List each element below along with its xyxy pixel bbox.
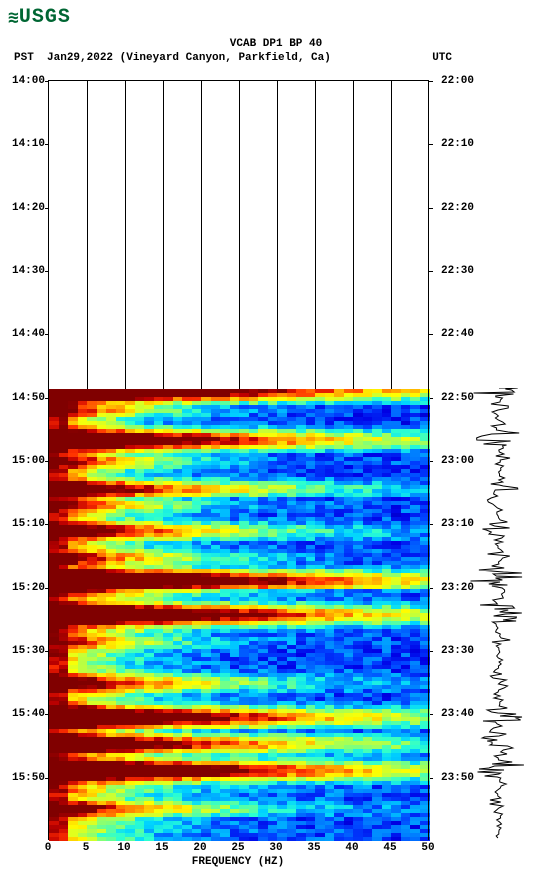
usgs-logo: ≋USGS	[8, 6, 71, 29]
y-tick-left: 14:00	[12, 75, 45, 87]
chart-title: VCAB DP1 BP 40	[0, 38, 552, 50]
y-tick-left: 15:50	[12, 772, 45, 784]
x-axis-label: FREQUENCY (HZ)	[48, 856, 428, 868]
y-tick-left: 14:50	[12, 392, 45, 404]
page-root: { "logo": {"wave_glyph": "≋", "text": "U…	[0, 0, 552, 892]
y-tick-left: 14:10	[12, 138, 45, 150]
spectrogram-plot: 14:0022:0014:1022:1014:2022:2014:3022:30…	[48, 80, 428, 840]
y-tick-left: 14:40	[12, 328, 45, 340]
x-tick: 50	[421, 842, 434, 854]
x-tick: 25	[231, 842, 244, 854]
y-tick-left: 15:40	[12, 708, 45, 720]
trace-svg	[464, 388, 534, 840]
title-line-1: VCAB DP1 BP 40	[0, 38, 552, 50]
logo-text: USGS	[19, 6, 71, 29]
x-tick: 35	[307, 842, 320, 854]
y-tick-left: 15:10	[12, 518, 45, 530]
x-tick: 20	[193, 842, 206, 854]
wave-icon: ≋	[8, 7, 19, 29]
y-tick-left: 15:30	[12, 645, 45, 657]
timezone-right-label: UTC	[432, 52, 452, 64]
x-tick: 0	[45, 842, 52, 854]
x-tick: 10	[117, 842, 130, 854]
y-tick-left: 14:20	[12, 202, 45, 214]
seismogram-trace	[464, 80, 534, 840]
plot-right-border	[428, 80, 429, 840]
y-tick-left: 15:00	[12, 455, 45, 467]
timezone-left-label: PST Jan29,2022 (Vineyard Canyon, Parkfie…	[14, 52, 331, 64]
x-tick: 45	[383, 842, 396, 854]
y-tick-left: 15:20	[12, 582, 45, 594]
x-tick: 5	[83, 842, 90, 854]
x-tick: 30	[269, 842, 282, 854]
x-tick: 40	[345, 842, 358, 854]
y-tick-left: 14:30	[12, 265, 45, 277]
x-tick: 15	[155, 842, 168, 854]
